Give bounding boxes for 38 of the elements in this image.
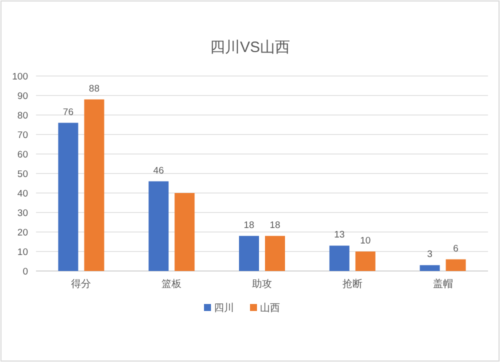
y-tick-label: 0 — [22, 266, 28, 278]
bar — [446, 259, 466, 271]
legend-label: 山西 — [260, 302, 280, 314]
bar — [148, 181, 169, 271]
data-label: 10 — [360, 236, 371, 246]
bar — [84, 99, 104, 271]
bar — [420, 265, 440, 271]
y-tick-label: 30 — [17, 208, 28, 219]
data-label: 18 — [244, 220, 254, 231]
data-label: 3 — [427, 249, 432, 260]
x-tick-label: 抢断 — [342, 278, 362, 290]
chart-title: 四川VS山西 — [210, 39, 290, 56]
x-tick-label: 盖帽 — [432, 278, 453, 290]
x-tick-label: 得分 — [71, 278, 92, 290]
data-label: 13 — [334, 230, 345, 241]
y-tick-label: 40 — [17, 188, 28, 200]
y-tick-label: 50 — [17, 169, 28, 180]
data-label: 18 — [270, 220, 280, 231]
data-label: 76 — [62, 106, 74, 118]
data-label: 46 — [153, 165, 164, 176]
data-label: 6 — [453, 243, 458, 254]
y-tick-label: 20 — [17, 228, 28, 238]
legend-label: 四川 — [214, 302, 234, 314]
y-tick-label: 60 — [17, 150, 28, 160]
y-tick-label: 70 — [17, 130, 28, 141]
bar — [239, 236, 259, 271]
x-tick-label: 助攻 — [252, 278, 272, 290]
bar — [265, 236, 285, 271]
x-tick-label: 篮板 — [162, 278, 182, 290]
bar — [329, 246, 350, 271]
y-tick-label: 100 — [12, 72, 28, 82]
y-tick-label: 10 — [17, 247, 28, 258]
y-tick-label: 90 — [17, 91, 28, 102]
bar — [58, 122, 78, 271]
bar — [174, 193, 195, 271]
y-tick-label: 80 — [17, 110, 28, 122]
bar — [355, 252, 376, 271]
data-label: 88 — [88, 83, 100, 94]
